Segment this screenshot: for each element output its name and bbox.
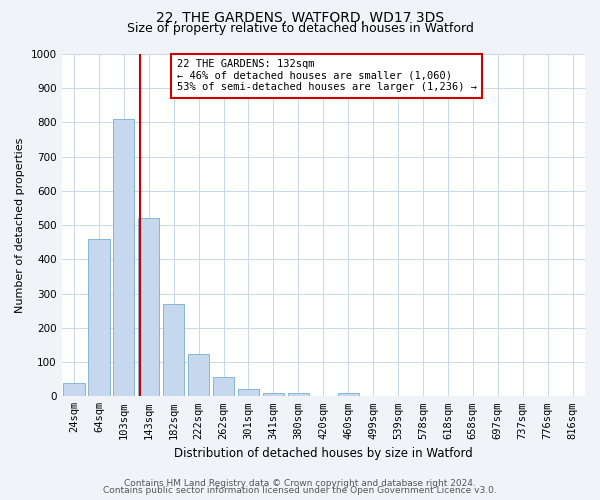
Bar bbox=[338, 393, 359, 396]
Bar bbox=[213, 378, 234, 396]
Text: Contains HM Land Registry data © Crown copyright and database right 2024.: Contains HM Land Registry data © Crown c… bbox=[124, 478, 476, 488]
Bar bbox=[163, 304, 184, 396]
Bar bbox=[188, 354, 209, 397]
Bar bbox=[64, 382, 85, 396]
Bar bbox=[113, 119, 134, 396]
Text: 22, THE GARDENS, WATFORD, WD17 3DS: 22, THE GARDENS, WATFORD, WD17 3DS bbox=[156, 11, 444, 25]
Text: Size of property relative to detached houses in Watford: Size of property relative to detached ho… bbox=[127, 22, 473, 35]
Bar bbox=[263, 393, 284, 396]
Bar bbox=[288, 393, 309, 396]
Bar bbox=[88, 239, 110, 396]
Text: 22 THE GARDENS: 132sqm
← 46% of detached houses are smaller (1,060)
53% of semi-: 22 THE GARDENS: 132sqm ← 46% of detached… bbox=[177, 59, 477, 92]
X-axis label: Distribution of detached houses by size in Watford: Distribution of detached houses by size … bbox=[174, 447, 473, 460]
Bar bbox=[238, 390, 259, 396]
Y-axis label: Number of detached properties: Number of detached properties bbox=[15, 138, 25, 313]
Text: Contains public sector information licensed under the Open Government Licence v3: Contains public sector information licen… bbox=[103, 486, 497, 495]
Bar bbox=[138, 218, 160, 396]
